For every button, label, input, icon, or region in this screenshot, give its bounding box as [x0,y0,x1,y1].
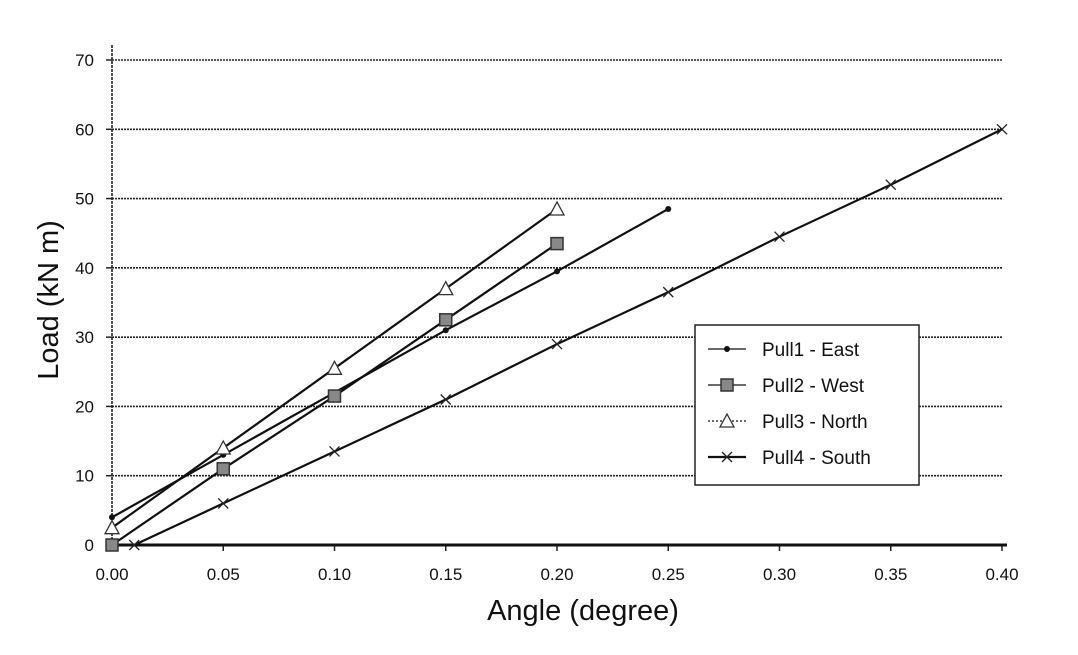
x-axis-label: Angle (degree) [487,595,679,627]
data-point-dot [109,514,115,521]
data-point-x [440,394,452,405]
series-pull1-east [109,205,672,521]
axes [106,45,1007,551]
y-tick-label: 30 [75,328,94,347]
data-point-x [551,338,563,350]
data-point-square [216,462,230,476]
series-pull4-south [128,123,1008,551]
data-point-x [885,179,897,191]
series-group [103,123,1008,552]
data-point-square [550,236,564,251]
data-point-dot [442,327,449,334]
legend: Pull1 - East Pull2 - West Pull3 - North Pul… [694,324,920,486]
y-tick-label: 60 [75,120,94,139]
data-point-dot [724,346,730,352]
data-point-x [128,539,140,551]
data-point-triangle [718,412,736,428]
gridlines [112,59,1002,477]
legend-label: Pull4 - South [762,448,871,469]
data-point-square [720,378,734,392]
legend-label: Pull2 - West [762,376,865,397]
data-point-square [327,389,342,403]
series-pull2-west [105,236,564,552]
data-point-triangle [103,519,121,535]
x-tick-label: 0.10 [318,565,351,584]
x-tick-label: 0.35 [874,565,907,584]
legend-label: Pull3 - North [762,412,868,433]
y-tick-label: 70 [75,51,94,70]
x-tick-label: 0.15 [429,565,462,584]
data-point-triangle [437,280,454,296]
x-tick-label: 0.25 [652,565,685,584]
data-point-x [774,231,785,243]
data-point-dot [554,268,560,275]
tick-labels: 0 10 20 30 40 50 60 70 0.00 0.05 0.10 0.15 0.20 0.25 0… [75,51,1018,584]
y-tick-label: 10 [75,467,94,486]
data-point-x [721,451,733,463]
data-point-triangle [215,439,232,455]
x-tick-label: 0.40 [985,565,1018,584]
series-pull3-north [103,200,566,535]
data-point-x [329,446,340,457]
x-tick-label: 0.00 [95,565,128,584]
data-point-dot [665,205,672,212]
legend-box [694,324,920,486]
y-tick-label: 50 [75,190,94,209]
x-tick-label: 0.20 [540,565,573,584]
data-point-square [105,538,119,552]
x-tick-label: 0.30 [763,565,796,584]
y-tick-label: 40 [75,259,94,278]
data-point-x [996,123,1008,135]
y-tick-label: 20 [75,397,94,416]
y-axis-label: Load (kN m) [33,220,65,380]
series-line [111,208,669,519]
x-tick-label: 0.05 [207,565,240,584]
data-point-triangle [548,200,566,216]
data-point-triangle [326,359,343,375]
y-tick-label: 0 [85,536,94,555]
data-point-square [439,313,453,327]
data-point-x [662,286,674,298]
legend-label: Pull1 - East [762,340,860,361]
data-point-x [217,497,229,509]
